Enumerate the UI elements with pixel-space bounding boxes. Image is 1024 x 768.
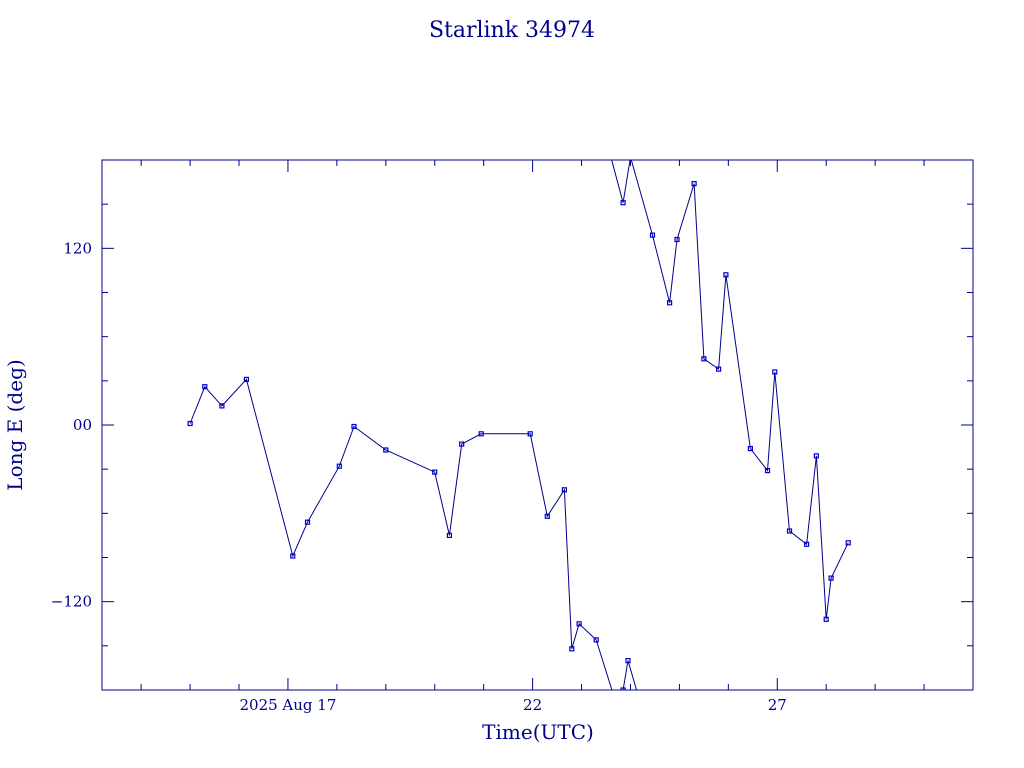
data-point	[383, 447, 389, 453]
plot-frame	[101, 159, 974, 691]
data-point	[593, 637, 599, 643]
data-point	[432, 469, 438, 475]
data-point	[723, 272, 729, 278]
data-point	[674, 236, 680, 243]
data-point	[620, 200, 626, 206]
data-point	[527, 431, 533, 437]
y-tick-label: −120	[51, 593, 92, 611]
plot-area	[187, 160, 851, 690]
data-point	[715, 366, 722, 372]
x-tick-label: 27	[768, 696, 787, 714]
x-tick-label: 22	[523, 696, 542, 714]
data-point	[764, 468, 771, 474]
data-point	[459, 441, 465, 447]
data-point	[187, 420, 193, 427]
data-point	[845, 540, 851, 546]
data-point	[446, 532, 452, 539]
data-point	[478, 431, 484, 437]
data-point	[691, 181, 697, 187]
data-point	[786, 528, 793, 534]
data-point	[351, 423, 357, 430]
series-line	[611, 160, 631, 203]
data-point	[290, 553, 296, 559]
y-axis-label: Long E (deg)	[3, 359, 27, 490]
data-point	[625, 657, 631, 664]
data-point	[747, 446, 754, 452]
y-tick-label: 120	[63, 239, 92, 257]
data-point	[202, 384, 208, 390]
data-point	[243, 376, 249, 382]
data-point	[336, 463, 342, 469]
data-point	[544, 513, 550, 519]
data-point	[813, 453, 820, 459]
data-point	[823, 616, 829, 622]
data-point	[620, 687, 626, 690]
series-line	[189, 378, 613, 690]
data-point	[701, 356, 707, 362]
axis-ticks	[102, 160, 973, 690]
series-line	[630, 160, 849, 620]
data-point	[561, 487, 568, 493]
data-point	[219, 403, 225, 409]
chart-title: Starlink 34974	[429, 18, 595, 43]
data-point	[569, 646, 575, 652]
data-point	[803, 541, 810, 547]
series-group	[187, 160, 851, 690]
data-point	[304, 519, 311, 525]
series-line	[622, 660, 638, 690]
tick-labels: 2025 Aug 17 22 27 120 00 −120	[51, 239, 787, 714]
data-point	[666, 300, 673, 306]
x-tick-label: 2025 Aug 17	[239, 696, 336, 714]
data-point	[576, 621, 582, 627]
data-point	[649, 232, 656, 238]
y-tick-label: 00	[73, 416, 92, 434]
x-axis-label: Time(UTC)	[482, 720, 594, 744]
data-point	[828, 575, 834, 581]
data-point	[772, 369, 778, 375]
